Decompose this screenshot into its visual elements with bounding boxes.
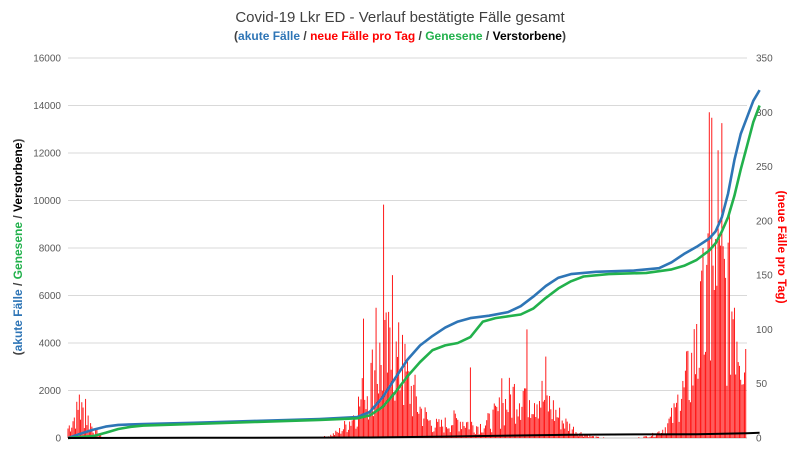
y-right-tick-label: 350: [756, 54, 773, 65]
subtitle-part: /: [300, 29, 310, 43]
series-line-verstorbene: [67, 431, 760, 439]
subtitle-part: /: [415, 29, 425, 43]
y-axis-right-label: (neue Fälle pro Tag): [775, 190, 789, 303]
y-right-tick-label: 150: [756, 271, 773, 282]
y-right-tick-label: 200: [756, 216, 773, 227]
y-axis-left-label: (akute Fälle / Genesene / Verstorbene): [11, 139, 25, 356]
grid: [68, 57, 747, 439]
y-axis-left-label-part: Verstorbene: [11, 142, 25, 212]
y-left-tick-label: 16000: [33, 54, 61, 65]
y-axis-left-label-part: ): [11, 139, 25, 143]
y-axis-left-label-part: (: [11, 351, 25, 355]
subtitle-part: Verstorbene: [493, 29, 563, 43]
chart-title: Covid-19 Lkr ED - Verlauf bestätigte Fäl…: [235, 9, 565, 26]
chart-subtitle: (akute Fälle / neue Fälle pro Tag / Gene…: [234, 29, 566, 43]
y-right-tick-label: 100: [756, 325, 773, 336]
y-left-tick-label: 10000: [33, 196, 61, 207]
subtitle-part: akute Fälle: [238, 29, 300, 43]
left-axis-ticks: 0 2000 4000 6000 8000 10000 12000 14000 16000: [33, 54, 61, 445]
y-left-tick-label: 6000: [39, 291, 62, 302]
y-right-tick-label: 0: [756, 434, 762, 445]
subtitle-part: neue Fälle pro Tag: [310, 29, 415, 43]
y-left-tick-label: 12000: [33, 149, 61, 160]
line-series: [67, 89, 761, 440]
y-right-tick-label: 250: [756, 162, 773, 173]
y-axis-left-label-part: akute Fälle: [11, 289, 25, 351]
subtitle-part: /: [483, 29, 493, 43]
y-left-tick-label: 14000: [33, 101, 61, 112]
right-axis-ticks: 0 50 100 150 200 250 300 350: [756, 54, 773, 445]
subtitle-part: Genesene: [425, 29, 483, 43]
new-cases-bars: [67, 112, 747, 438]
y-axis-left-label-part: /: [11, 279, 25, 289]
subtitle-close: ): [562, 29, 566, 43]
y-left-tick-label: 2000: [39, 386, 62, 397]
y-right-tick-label: 50: [756, 379, 768, 390]
series-line-genesene: [67, 105, 761, 440]
y-axis-left-label-part: /: [11, 212, 25, 222]
subtitle-open: (: [234, 29, 238, 43]
y-left-tick-label: 4000: [39, 339, 62, 350]
y-right-tick-label: 300: [756, 108, 773, 119]
y-left-tick-label: 8000: [39, 244, 62, 255]
y-axis-left-label-part: Genesene: [11, 222, 25, 280]
y-left-tick-label: 0: [55, 434, 61, 445]
